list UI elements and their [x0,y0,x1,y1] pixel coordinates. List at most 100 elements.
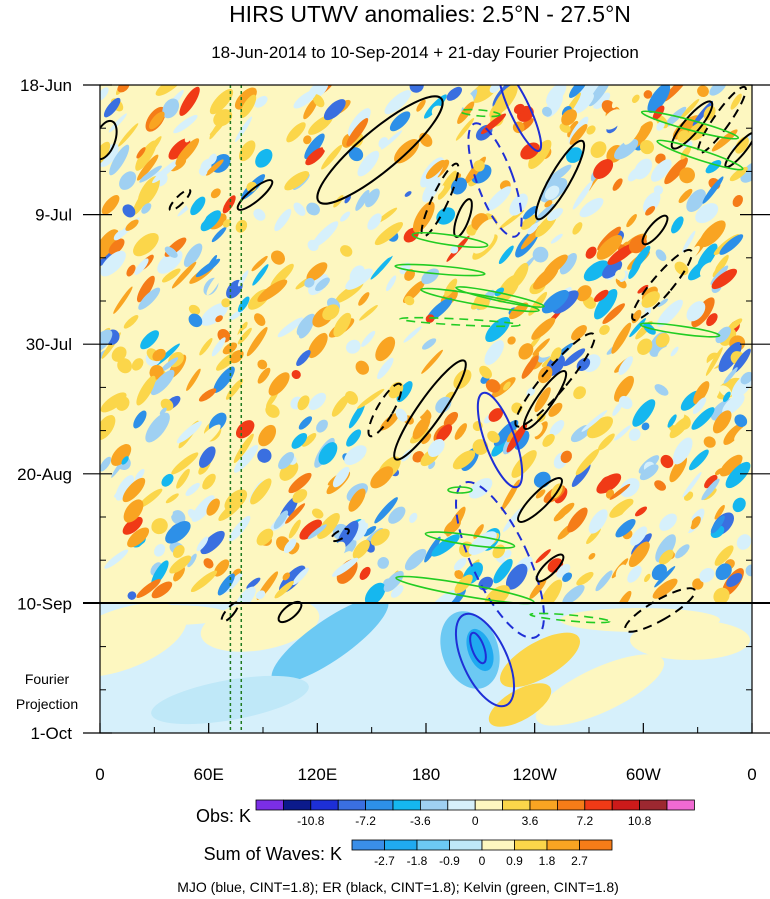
obs-blob [632,399,656,427]
obs-blob [346,429,362,447]
obs-blob [628,428,641,442]
obs-blob [233,444,259,473]
obs-blob [506,423,528,453]
obs-blob [238,140,256,162]
obs-blob [323,99,346,121]
colorbar-tick-label: -3.6 [410,814,431,828]
obs-blob [315,277,330,292]
obs-blob [357,388,385,409]
obs-blob [510,262,529,288]
obs-blob [211,337,226,357]
obs-blob [286,122,306,143]
colorbar-tick-label: -10.8 [297,814,325,828]
obs-blob [316,419,328,433]
obs-blob [427,439,445,457]
obs-blob [206,498,220,516]
obs-blob [312,221,339,248]
obs-blob [528,139,552,169]
obs-blob [185,482,200,496]
obs-blob [215,315,223,323]
obs-blob [283,538,297,554]
obs-blob [196,424,221,448]
obs-blob [292,567,309,585]
obs-blob [525,536,547,561]
obs-blob [491,438,509,457]
obs-blob [502,507,523,532]
obs-blob [722,391,731,403]
obs-blob [282,572,291,581]
obs-blob [431,534,460,557]
obs-blob [435,396,452,414]
obs-blob [127,527,150,548]
obs-blob [355,189,370,211]
obs-blob [346,118,369,147]
obs-blob [713,587,730,603]
colorbar-cell [514,839,548,851]
obs-blob [304,133,325,160]
obs-blob [486,186,512,211]
reference-lines [229,85,243,733]
kel-contour [399,316,521,328]
obs-blob [484,340,504,366]
kel-contour [639,322,721,338]
obs-blob [568,85,589,98]
x-tick-label: 0 [95,765,104,784]
obs-blob [620,478,640,498]
obs-blob [521,355,539,379]
obs-blob [404,195,416,208]
obs-blob [270,250,286,265]
obs-blob [346,339,361,354]
obs-blob [541,289,569,314]
obs-blob [375,336,396,362]
obs-blob [712,254,729,278]
mjo-contour [469,631,487,665]
obs-blob [612,178,623,191]
obs-blob [571,325,587,341]
obs-blob [714,504,725,520]
obs-blob [470,85,498,103]
obs-blob [641,291,660,308]
obs-blob [588,552,596,560]
projection-blob [488,683,552,727]
obs-blob [160,398,174,411]
obs-blob [164,508,173,518]
obs-blob [727,318,743,331]
obs-blob [257,367,271,384]
colorbar-cell [557,799,586,811]
kel-contour [447,486,473,494]
obs-blob [425,314,435,323]
obs-blob [296,349,311,367]
er-contour [168,188,192,212]
obs-blob [586,416,614,439]
obs-blob [190,196,206,216]
obs-blob [115,396,130,411]
obs-blob [196,536,209,552]
colorbar-tick-label: 0.9 [506,854,523,868]
obs-blob [111,346,127,362]
obs-blob [603,109,623,130]
obs-blob [686,189,706,213]
obs-blob [688,449,709,471]
obs-blob [576,285,592,302]
obs-blob [126,264,136,277]
obs-blob [389,111,411,132]
obs-blob [257,359,268,370]
obs-blob [109,144,130,176]
obs-blob [154,544,166,557]
obs-blob [593,92,611,110]
obs-blob [655,534,676,563]
kel-contour [455,286,545,308]
obs-blob [594,289,618,320]
projection-blob [271,603,389,684]
obs-blob [199,446,216,468]
obs-blob [113,286,133,314]
obs-blob [176,421,202,444]
obs-blob [198,167,208,176]
kel-contour [529,612,611,624]
colorbar-tick-label: 10.8 [628,814,652,828]
obs-blob [543,254,568,277]
colorbar-cell [351,839,385,851]
obs-blob [139,165,162,183]
obs-blob [623,118,643,145]
